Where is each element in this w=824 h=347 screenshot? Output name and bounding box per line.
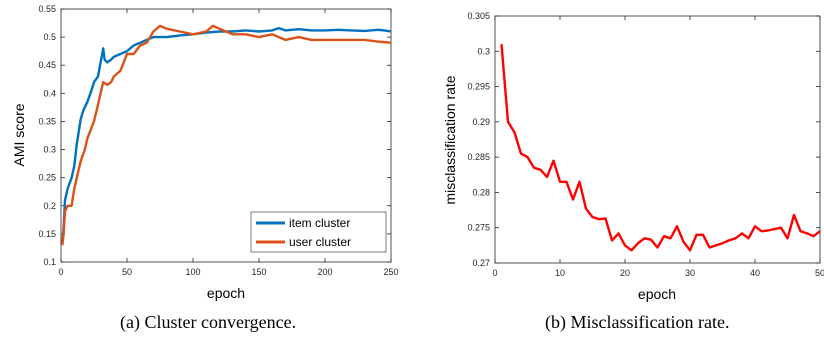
- x-axis-right: 0 10 20 30 40 50: [492, 16, 824, 278]
- y-tick-label: 0.3: [477, 46, 490, 56]
- legend-label-user-cluster: user cluster: [289, 235, 351, 249]
- x-axis-left: 0 50 100 150 200 250: [58, 9, 399, 277]
- y-axis-label-left: AMI score: [11, 103, 27, 166]
- x-tick-label: 50: [122, 267, 132, 277]
- y-tick-label: 0.295: [467, 82, 490, 92]
- y-tick-label: 0.2: [43, 201, 56, 211]
- x-tick-label: 0: [58, 267, 63, 277]
- legend: item cluster user cluster: [250, 211, 387, 253]
- series-lines-left: [61, 24, 392, 246]
- x-tick-label: 100: [185, 267, 200, 277]
- x-tick-label: 150: [251, 267, 266, 277]
- x-tick-label: 50: [815, 268, 824, 278]
- y-tick-label: 0.1: [43, 257, 56, 267]
- y-tick-label: 0.285: [467, 152, 490, 162]
- y-axis-right: 0.27 0.275 0.28 0.285 0.29 0.295 0.3 0.305: [467, 11, 820, 268]
- plot-area-right: [494, 15, 821, 264]
- y-tick-label: 0.28: [472, 187, 490, 197]
- y-tick-label: 0.27: [472, 258, 490, 268]
- y-tick-label: 0.35: [38, 116, 56, 126]
- y-tick-label: 0.4: [43, 88, 56, 98]
- y-tick-label: 0.5: [43, 32, 56, 42]
- y-tick-label: 0.29: [472, 117, 490, 127]
- x-tick-label: 0: [492, 268, 497, 278]
- y-tick-label: 0.45: [38, 60, 56, 70]
- series-line-item-cluster: [61, 26, 392, 246]
- x-tick-label: 10: [555, 268, 565, 278]
- y-tick-label: 0.15: [38, 229, 56, 239]
- x-tick-label: 20: [620, 268, 630, 278]
- y-axis-label-right: misclassification rate: [442, 75, 458, 204]
- x-tick-label: 200: [317, 267, 332, 277]
- y-tick-label: 0.25: [38, 173, 56, 183]
- x-tick-label: 250: [383, 267, 398, 277]
- x-axis-label-left: epoch: [207, 285, 245, 301]
- y-axis-left: 0.1 0.15 0.2 0.25 0.3 0.35 0.4 0.45 0.5 0.55: [38, 4, 391, 267]
- legend-box: [250, 211, 387, 253]
- series-lines-right: [500, 44, 821, 252]
- y-tick-label: 0.275: [467, 223, 490, 233]
- x-axis-label-right: epoch: [638, 286, 676, 302]
- chart-misclassification-rate: 0.27 0.275 0.28 0.285 0.29 0.295 0.3 0.305 0 10 2…: [442, 11, 824, 302]
- y-tick-label: 0.305: [467, 11, 490, 21]
- series-line-user-cluster: [61, 24, 392, 246]
- legend-label-item-cluster: item cluster: [289, 216, 350, 230]
- y-tick-label: 0.3: [43, 145, 56, 155]
- y-tick-label: 0.55: [38, 4, 56, 14]
- caption-left: (a) Cluster convergence.: [120, 312, 297, 332]
- series-line: [500, 44, 821, 252]
- caption-right: (b) Misclassification rate.: [545, 312, 730, 332]
- x-tick-label: 40: [750, 268, 760, 278]
- chart-cluster-convergence: 0.1 0.15 0.2 0.25 0.3 0.35 0.4 0.45 0.5 0.55 0 50 1…: [11, 4, 399, 301]
- x-tick-label: 30: [685, 268, 695, 278]
